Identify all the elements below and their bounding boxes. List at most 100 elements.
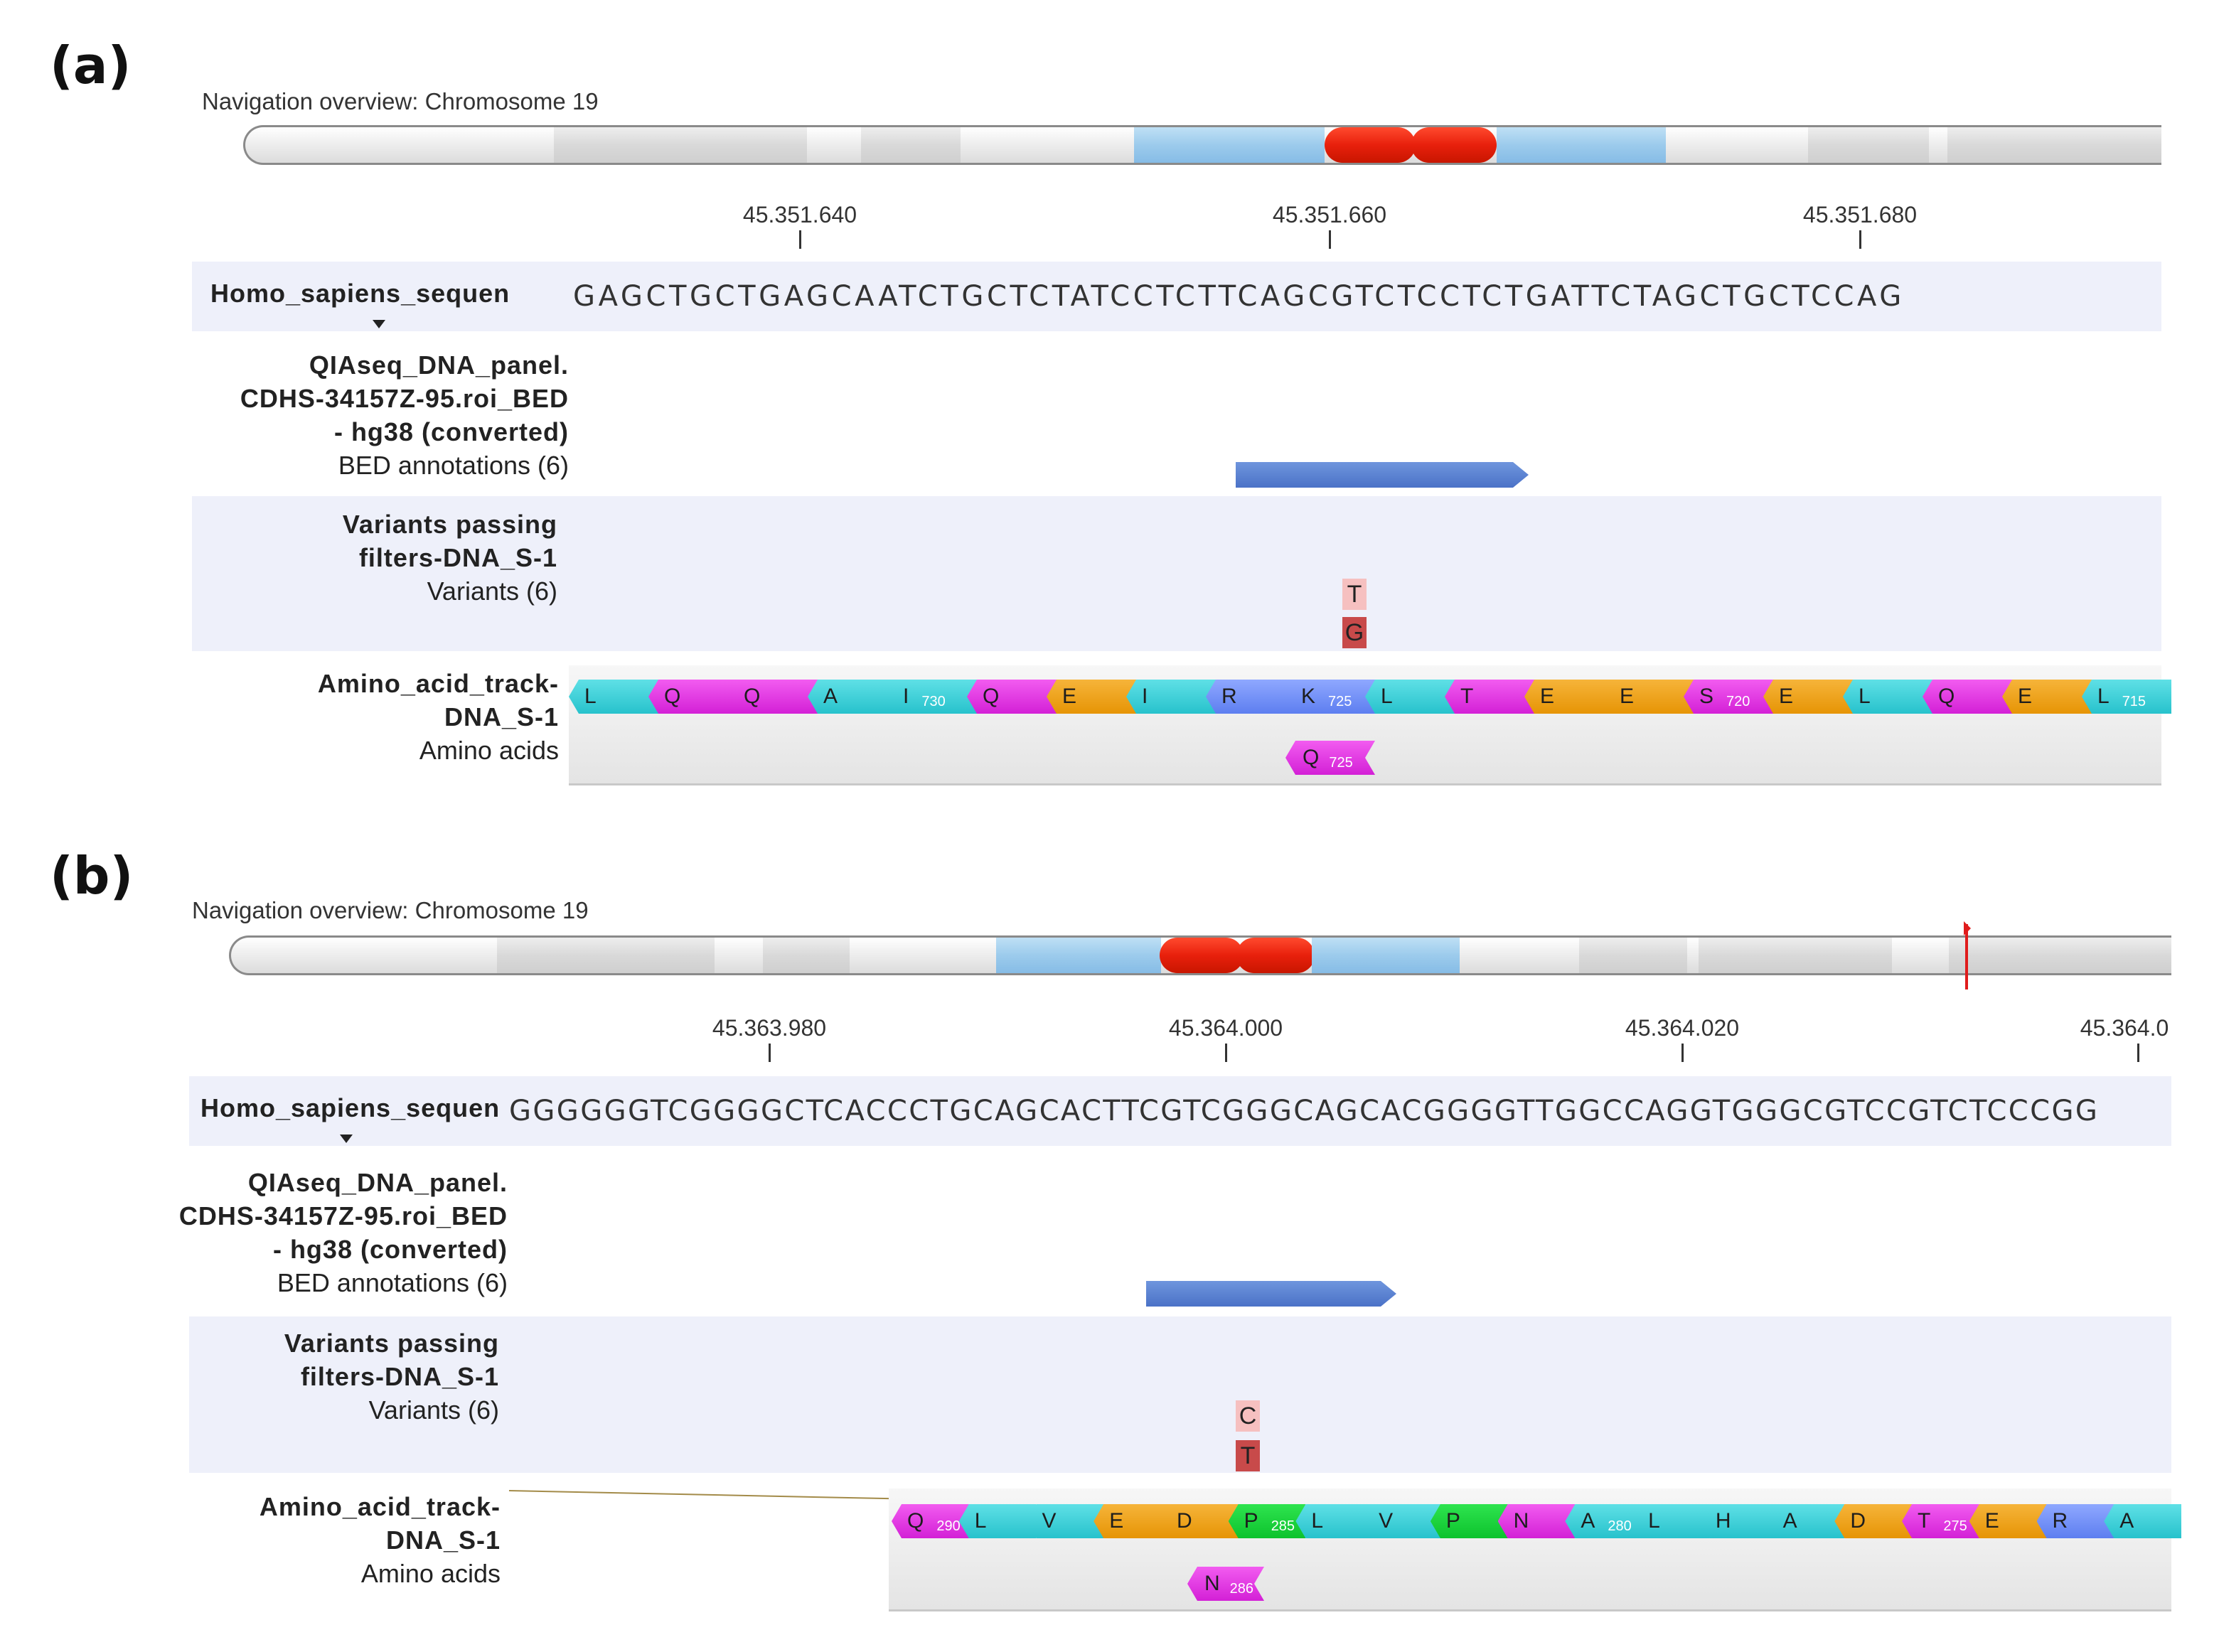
bed-track-name-line: CDHS-34157Z-95.roi_BED: [178, 1201, 508, 1230]
amino-acid-residue[interactable]: K 725: [1285, 680, 1375, 714]
amino-acid-residue[interactable]: E: [1047, 680, 1136, 714]
amino-acid-position: 275: [1943, 1518, 1967, 1534]
amino-acid-strip: L Q Q A I 730 Q E I R K 725 L T E E S 720 E L Q E L 715: [569, 680, 2171, 714]
ruler-label: 45.351.660: [1272, 202, 1387, 227]
amino-acid-position: 285: [1271, 1518, 1295, 1534]
chromosome-overview-bar[interactable]: [229, 935, 2171, 975]
track-dropdown-icon[interactable]: [373, 320, 385, 328]
sequence-track-name[interactable]: Homo_sapiens_sequen: [210, 279, 510, 308]
amino-acid-letter: A: [1581, 1509, 1595, 1533]
bed-track-name-line: QIAseq_DNA_panel.: [247, 1168, 508, 1197]
bed-annotation-arrow[interactable]: [1146, 1281, 1396, 1307]
amino-acid-residue[interactable]: E: [1763, 680, 1853, 714]
dna-sequence: GGGGGGTCGGGGCTCACCCTGCAGCACTTCGTCGGGCAGC…: [509, 1095, 2100, 1127]
amino-acid-residue[interactable]: Q: [967, 680, 1057, 714]
aa-track-label: Amino_acid_track- DNA_S-1 Amino acids: [142, 667, 559, 767]
amino-acid-residue[interactable]: D: [1160, 1504, 1239, 1538]
amino-acid-residue[interactable]: R: [2036, 1504, 2114, 1538]
sequence-track: [192, 262, 2161, 331]
amino-acid-residue[interactable]: Q 290: [892, 1504, 969, 1538]
chromosome-overview-bar[interactable]: [243, 125, 2161, 165]
amino-acid-letter: D: [1850, 1509, 1866, 1533]
amino-acid-residue[interactable]: A 280: [1565, 1504, 1643, 1538]
ruler-tick: [1329, 230, 1331, 249]
amino-acid-residue[interactable]: H: [1699, 1504, 1777, 1538]
amino-acid-position: 730: [921, 694, 946, 709]
amino-acid-letter: V: [1042, 1509, 1057, 1533]
ruler-tick: [769, 1044, 771, 1062]
amino-acid-residue[interactable]: E: [1604, 680, 1694, 714]
amino-acid-residue[interactable]: A: [1767, 1504, 1845, 1538]
amino-acid-letter: E: [1540, 685, 1555, 708]
amino-acid-letter: L: [974, 1509, 987, 1533]
ruler-tick: [1859, 230, 1861, 249]
variant-track-subtitle: Variants (6): [427, 576, 557, 606]
amino-acid-residue[interactable]: V: [1026, 1504, 1104, 1538]
amino-acid-residue[interactable]: R: [1206, 680, 1295, 714]
amino-acid-letter: N: [1513, 1509, 1529, 1533]
amino-acid-residue[interactable]: E: [1094, 1504, 1171, 1538]
amino-acid-residue[interactable]: P 285: [1228, 1504, 1306, 1538]
amino-acid-letter: L: [2097, 685, 2110, 708]
amino-acid-residue[interactable]: L: [1632, 1504, 1710, 1538]
amino-acid-letter: R: [2052, 1509, 2068, 1533]
amino-acid-letter: L: [1311, 1509, 1324, 1533]
amino-acid-residue[interactable]: L: [1365, 680, 1455, 714]
amino-acid-residue[interactable]: T: [1445, 680, 1534, 714]
amino-acid-letter: E: [2018, 685, 2033, 708]
aa-track-name-line: Amino_acid_track-: [259, 1492, 501, 1521]
amino-acid-residue[interactable]: A: [2104, 1504, 2181, 1538]
amino-acid-residue[interactable]: Q: [1923, 680, 2012, 714]
variant-alt-allele[interactable]: C: [1236, 1400, 1260, 1432]
amino-acid-residue[interactable]: N: [1497, 1504, 1576, 1538]
amino-acid-position: 290: [936, 1518, 961, 1534]
bed-annotation-arrow[interactable]: [1236, 462, 1529, 488]
variant-track-label: Variants passing filters-DNA_S-1 Variant…: [107, 1326, 499, 1427]
variant-ref-allele[interactable]: G: [1342, 617, 1367, 648]
amino-acid-residue[interactable]: L: [1295, 1504, 1374, 1538]
variant-ref-allele[interactable]: T: [1236, 1440, 1260, 1471]
variant-track: [192, 496, 2161, 651]
amino-acid-residue[interactable]: E: [1524, 680, 1614, 714]
amino-acid-residue[interactable]: S 720: [1684, 680, 1773, 714]
amino-acid-residue[interactable]: V: [1363, 1504, 1440, 1538]
dna-sequence: GAGCTGCTGAGCAATCTGCTCTATCCTCTTCAGCGTCTCC…: [573, 280, 1905, 313]
amino-acid-letter: E: [1779, 685, 1794, 708]
centromere-left: [1325, 127, 1416, 163]
amino-acid-residue[interactable]: I 730: [887, 680, 977, 714]
mutant-amino-acid[interactable]: Q 725: [1285, 741, 1375, 775]
amino-acid-residue[interactable]: D: [1834, 1504, 1913, 1538]
variant-track-name-line: filters-DNA_S-1: [358, 543, 557, 572]
bed-track-name-line: QIAseq_DNA_panel.: [309, 350, 569, 380]
amino-acid-residue[interactable]: T 275: [1902, 1504, 1979, 1538]
amino-acid-residue[interactable]: L: [569, 680, 658, 714]
navigation-overview-title: Navigation overview: Chromosome 19: [202, 88, 599, 114]
bed-track-label: QIAseq_DNA_panel. CDHS-34157Z-95.roi_BED…: [142, 348, 569, 482]
amino-acid-letter: Q: [664, 685, 681, 708]
amino-acid-residue[interactable]: L: [1843, 680, 1932, 714]
amino-acid-letter: R: [1221, 685, 1237, 708]
amino-acid-residue[interactable]: E: [2002, 680, 2092, 714]
amino-acid-residue[interactable]: Q: [728, 680, 818, 714]
amino-acid-residue[interactable]: P: [1430, 1504, 1508, 1538]
amino-acid-residue[interactable]: L 715: [2082, 680, 2171, 714]
aa-track-name-line: DNA_S-1: [444, 702, 559, 731]
amino-acid-letter: L: [1648, 1509, 1660, 1533]
navigation-overview-title: Navigation overview: Chromosome 19: [192, 897, 589, 923]
track-dropdown-icon[interactable]: [340, 1135, 353, 1143]
amino-acid-residue[interactable]: A: [808, 680, 897, 714]
amino-acid-residue[interactable]: Q: [648, 680, 738, 714]
current-position-marker[interactable]: [1964, 921, 1971, 989]
amino-acid-residue[interactable]: I: [1126, 680, 1216, 714]
amino-acid-letter: H: [1715, 1509, 1731, 1533]
mutant-amino-acid[interactable]: N 286: [1187, 1567, 1264, 1601]
bed-track-name-line: - hg38 (converted): [333, 417, 569, 446]
bed-track-label: QIAseq_DNA_panel. CDHS-34157Z-95.roi_BED…: [107, 1166, 508, 1299]
amino-acid-residue[interactable]: L: [958, 1504, 1037, 1538]
sequence-track-name[interactable]: Homo_sapiens_sequen: [200, 1093, 501, 1122]
variant-track: [189, 1316, 2171, 1473]
amino-acid-letter: P: [1244, 1509, 1258, 1533]
variant-track-name-line: filters-DNA_S-1: [300, 1362, 499, 1391]
amino-acid-residue[interactable]: E: [1969, 1504, 2047, 1538]
variant-alt-allele[interactable]: T: [1342, 579, 1367, 610]
